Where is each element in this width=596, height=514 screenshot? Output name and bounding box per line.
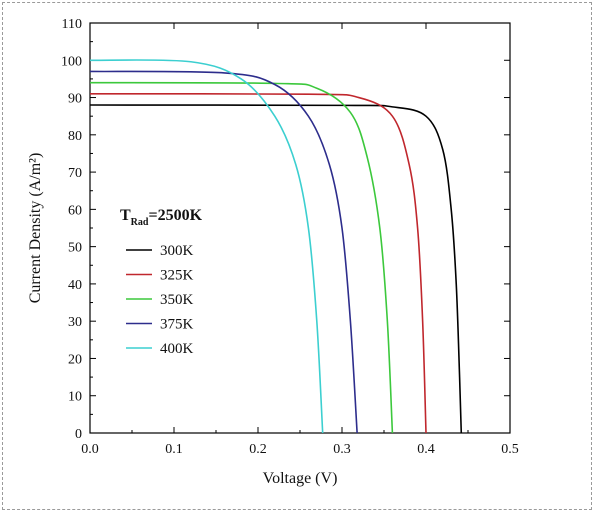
legend-label-400K: 400K (160, 341, 194, 357)
x-tick-label: 0.1 (165, 442, 183, 457)
y-tick-label: 70 (68, 166, 82, 181)
x-tick-label: 0.2 (249, 442, 267, 457)
y-tick-label: 100 (61, 54, 82, 69)
series-line-375K (89, 70, 358, 434)
x-tick-label: 0.5 (501, 442, 519, 457)
y-tick-label: 60 (68, 203, 82, 218)
series-line-350K (89, 81, 394, 434)
legend: TRad=2500K 300K 325K 350K 375K 400K (120, 207, 203, 357)
legend-label-325K: 325K (160, 268, 194, 284)
series-line-325K (89, 92, 427, 434)
axis-ticks: 0.0 0.1 0.2 0.3 0.4 0.5 0 10 20 30 40 50 60 70 80 90 100… (61, 17, 519, 457)
legend-title-rest: =2500K (148, 207, 202, 224)
y-tick-label: 10 (68, 390, 82, 405)
x-tick-label: 0.3 (333, 442, 351, 457)
legend-title-subscript: Rad (131, 217, 149, 228)
series-curves (89, 59, 463, 434)
y-axis-label: Current Density (A/m²) (27, 153, 44, 304)
y-tick-label: 30 (68, 315, 82, 330)
y-tick-label: 90 (68, 92, 82, 107)
legend-label-375K: 375K (160, 317, 194, 333)
figure-frame (2, 2, 592, 510)
y-tick-label: 20 (68, 352, 82, 367)
y-tick-label: 50 (68, 241, 82, 256)
series-line-300K (89, 104, 463, 434)
y-tick-label: 110 (62, 17, 82, 32)
legend-title: TRad=2500K (120, 207, 203, 228)
x-axis-label: Voltage (V) (263, 470, 338, 487)
series-line-400K (89, 59, 324, 434)
legend-label-350K: 350K (160, 292, 194, 308)
y-tick-label: 40 (68, 278, 82, 293)
y-tick-label: 80 (68, 129, 82, 144)
y-tick-label: 0 (75, 427, 82, 442)
legend-label-300K: 300K (160, 243, 194, 259)
x-tick-label: 0.0 (81, 442, 99, 457)
legend-title-main: T (120, 207, 131, 224)
x-tick-label: 0.4 (417, 442, 435, 457)
